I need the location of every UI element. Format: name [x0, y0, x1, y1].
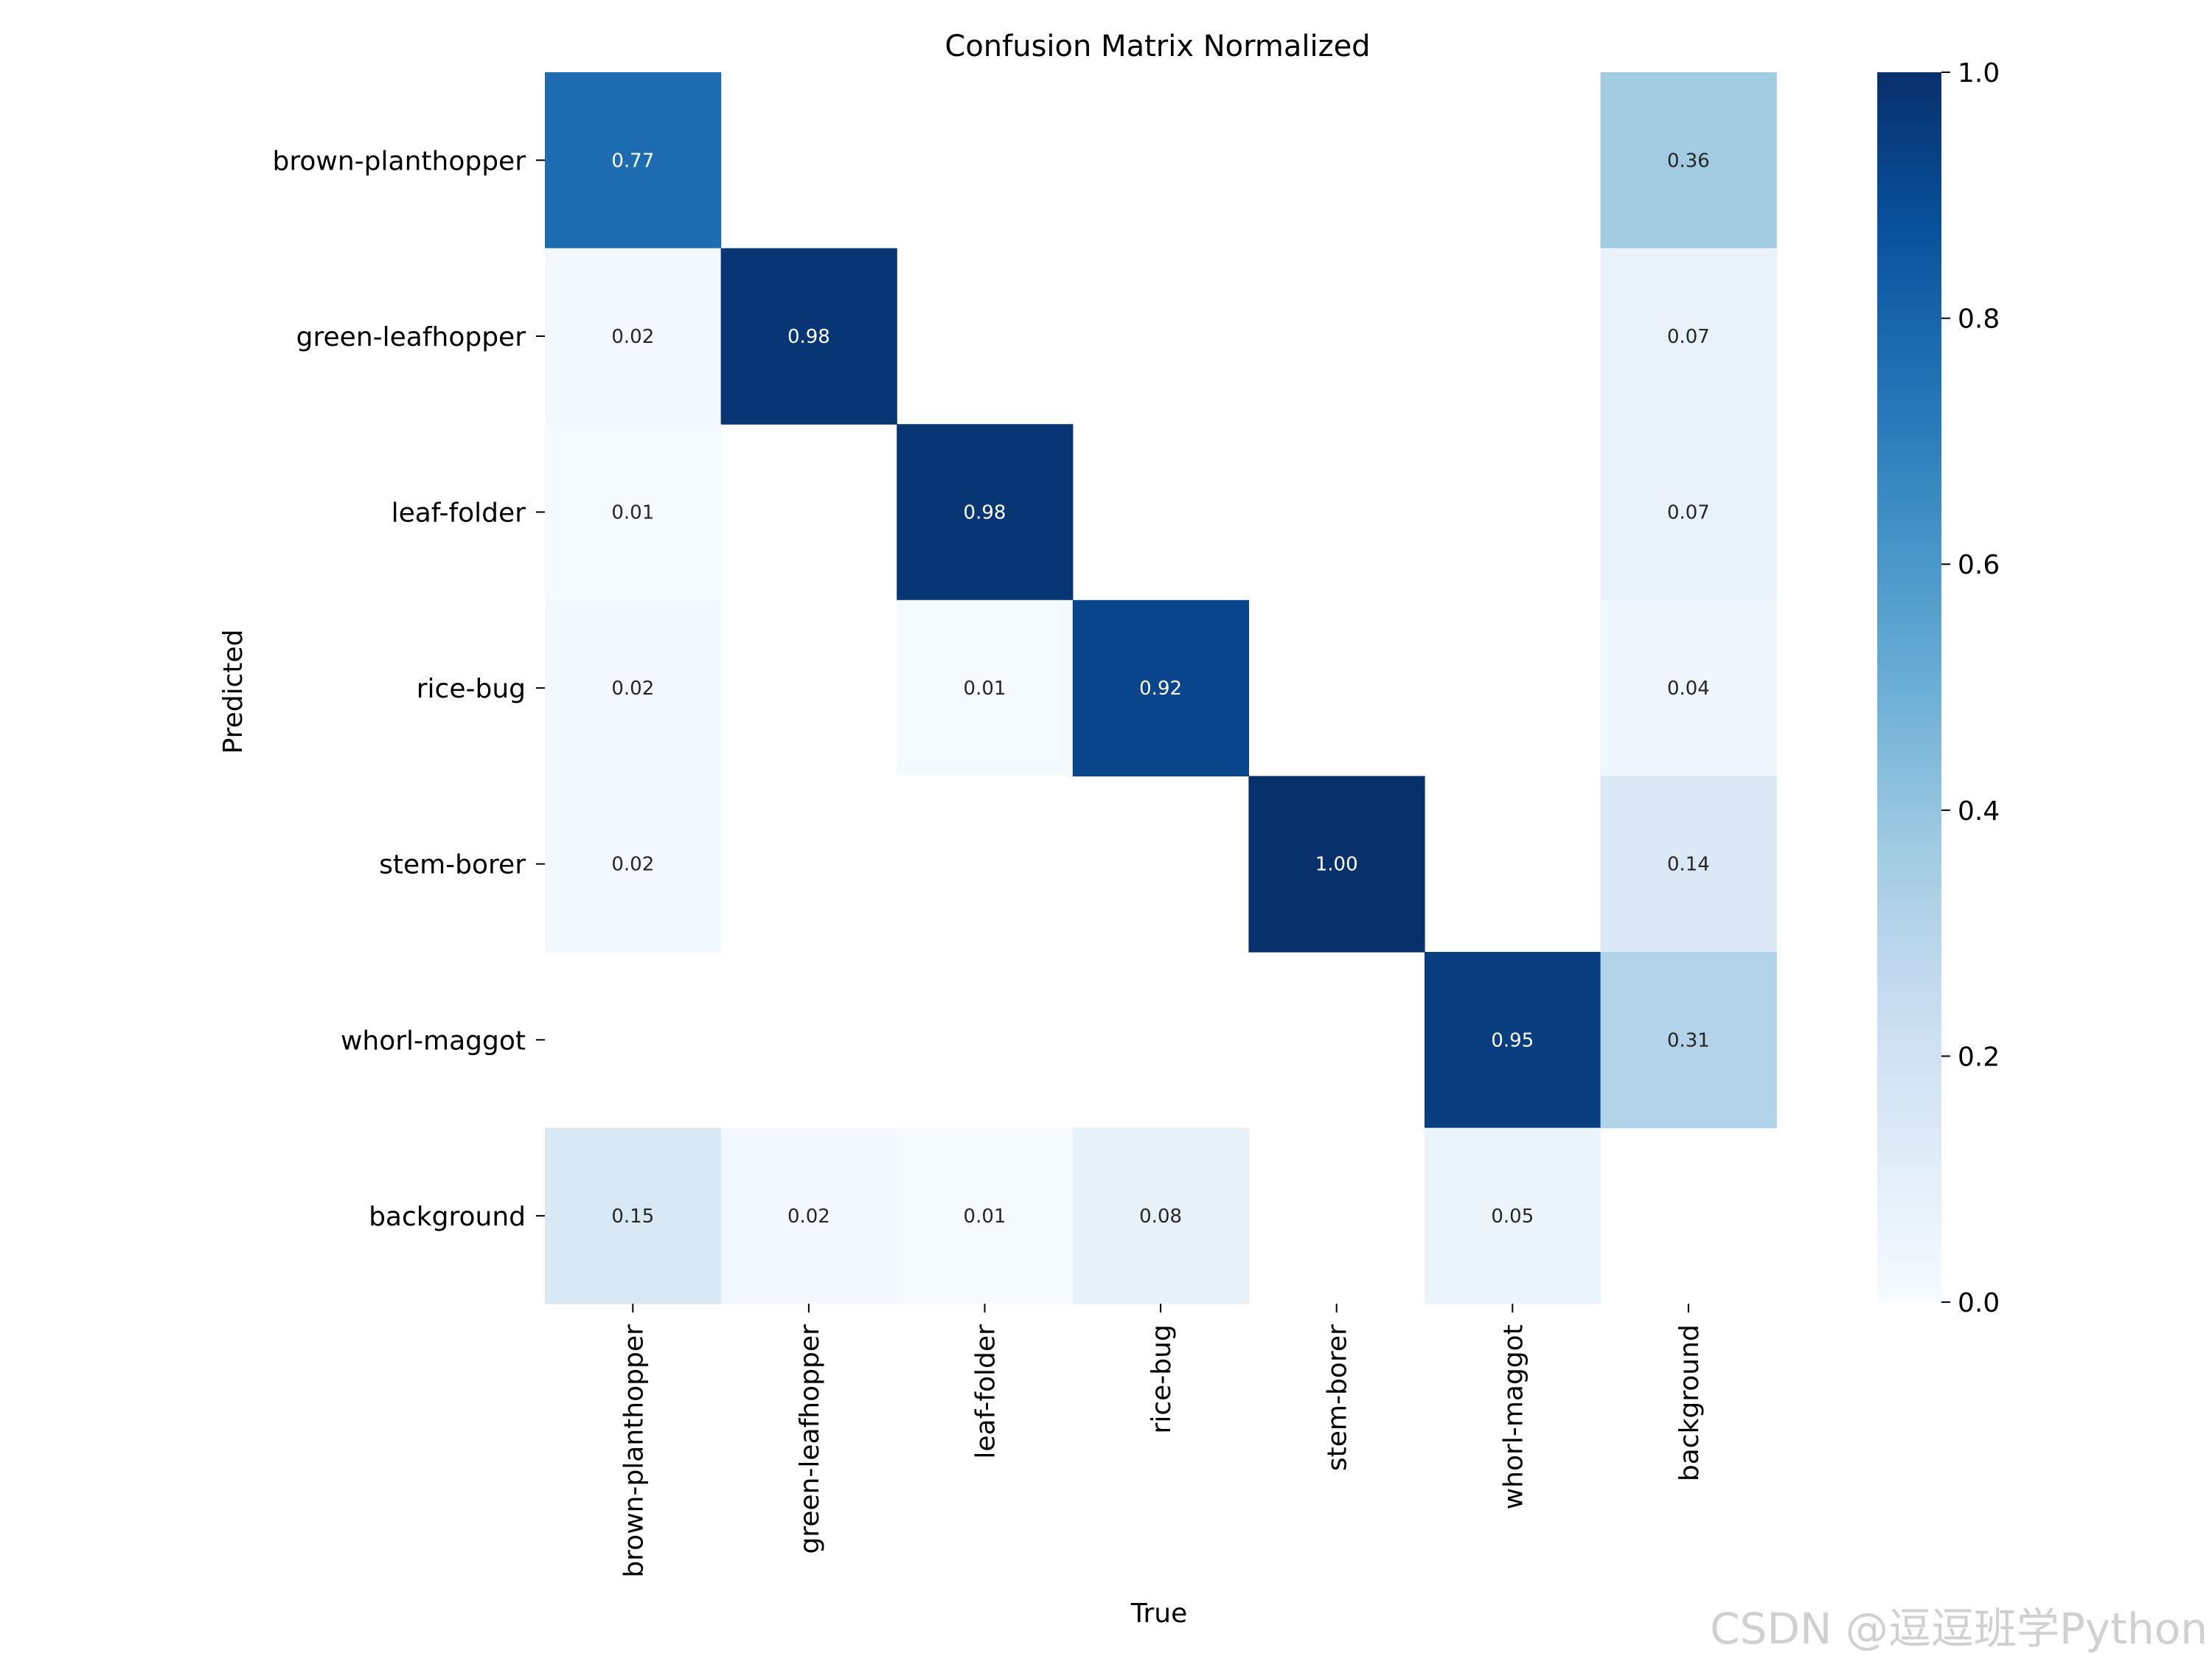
cell-value-label: 0.02 — [611, 678, 654, 700]
heatmap-cell — [545, 776, 722, 953]
heatmap-cell — [897, 599, 1074, 776]
cell-value-label: 0.07 — [1667, 326, 1710, 348]
y-tick-label: brown-planthopper — [273, 146, 526, 176]
y-tick-label: rice-bug — [417, 674, 526, 704]
x-tick-label: stem-borer — [1323, 1324, 1353, 1471]
cell-value-label: 0.31 — [1667, 1029, 1710, 1051]
cell-value-label: 0.01 — [964, 1206, 1006, 1228]
heatmap-cell — [1072, 599, 1249, 776]
y-axis-label: Predicted — [218, 630, 248, 754]
heatmap-cell — [1248, 776, 1425, 953]
heatmap-cell — [545, 72, 722, 249]
cell-value-label: 0.98 — [964, 502, 1006, 524]
y-axis-ticks: brown-planthopper green-leafhopper leaf-fo… — [273, 146, 545, 1232]
cell-value-label: 1.00 — [1315, 854, 1358, 876]
colorbar-tick-label: 0.0 — [1958, 1288, 2000, 1318]
x-tick-label: background — [1674, 1324, 1705, 1481]
heatmap-cell — [897, 1127, 1074, 1304]
heatmap-cell — [720, 248, 897, 425]
cell-value-label: 0.02 — [611, 854, 654, 876]
heatmap-cell-labels: 0.77 0.36 0.02 0.98 0.07 0.01 0.98 0.07 0.02 0.01… — [611, 150, 1709, 1228]
cell-value-label: 0.14 — [1667, 854, 1710, 876]
heatmap-cell — [545, 599, 722, 776]
heatmap-cell — [1425, 952, 1601, 1129]
cell-value-label: 0.98 — [787, 326, 830, 348]
heatmap-cell — [897, 424, 1074, 601]
cell-value-label: 0.36 — [1667, 150, 1710, 172]
cell-value-label: 0.95 — [1491, 1029, 1534, 1051]
x-tick-label: brown-planthopper — [619, 1324, 649, 1578]
colorbar-ticks: 0.0 0.2 0.4 0.6 0.8 1.0 — [1941, 58, 2000, 1318]
y-tick-label: whorl-maggot — [341, 1026, 526, 1056]
cell-value-label: 0.02 — [787, 1206, 830, 1228]
cell-value-label: 0.01 — [611, 502, 654, 524]
heatmap-cell — [1600, 776, 1777, 953]
heatmap-cell — [1072, 1127, 1249, 1304]
x-tick-label: rice-bug — [1147, 1324, 1177, 1433]
heatmap-cell — [545, 424, 722, 601]
cell-value-label: 0.08 — [1139, 1206, 1182, 1228]
watermark-text: CSDN @逗逗班学Python — [1710, 1604, 2208, 1654]
x-axis-label: True — [1130, 1599, 1187, 1629]
chart-title: Confusion Matrix Normalized — [945, 29, 1370, 63]
heatmap-cell — [1600, 424, 1777, 601]
heatmap-cell — [545, 248, 722, 425]
heatmap-cell — [1600, 72, 1777, 249]
colorbar-tick-label: 0.8 — [1958, 305, 2000, 335]
y-tick-label: stem-borer — [379, 850, 526, 880]
cell-value-label: 0.05 — [1491, 1206, 1534, 1228]
x-tick-label: whorl-maggot — [1498, 1324, 1528, 1509]
x-tick-label: leaf-folder — [971, 1324, 1001, 1459]
colorbar-tick-label: 0.6 — [1958, 550, 2000, 580]
heatmap-cell — [545, 1127, 722, 1304]
cell-value-label: 0.07 — [1667, 502, 1710, 524]
heatmap-cell — [720, 1127, 897, 1304]
heatmap-cell — [1600, 952, 1777, 1129]
colorbar-tick-label: 0.4 — [1958, 796, 2000, 827]
colorbar — [1877, 72, 1941, 1302]
heatmap-cells — [545, 72, 1777, 1304]
cell-value-label: 0.01 — [964, 678, 1006, 700]
heatmap-cell — [1600, 599, 1777, 776]
heatmap-cell — [1425, 1127, 1601, 1304]
cell-value-label: 0.77 — [611, 150, 654, 172]
cell-value-label: 0.92 — [1139, 678, 1182, 700]
x-axis-ticks: brown-planthopper green-leafhopper leaf-fo… — [619, 1304, 1705, 1578]
y-tick-label: background — [369, 1202, 526, 1232]
colorbar-tick-label: 1.0 — [1958, 58, 2000, 88]
cell-value-label: 0.04 — [1667, 678, 1710, 700]
x-tick-label: green-leafhopper — [795, 1324, 825, 1554]
cell-value-label: 0.15 — [611, 1206, 654, 1228]
y-tick-label: green-leafhopper — [296, 322, 526, 352]
cell-value-label: 0.02 — [611, 326, 654, 348]
heatmap-cell — [1600, 248, 1777, 425]
colorbar-tick-label: 0.2 — [1958, 1042, 2000, 1072]
y-tick-label: leaf-folder — [392, 498, 526, 529]
